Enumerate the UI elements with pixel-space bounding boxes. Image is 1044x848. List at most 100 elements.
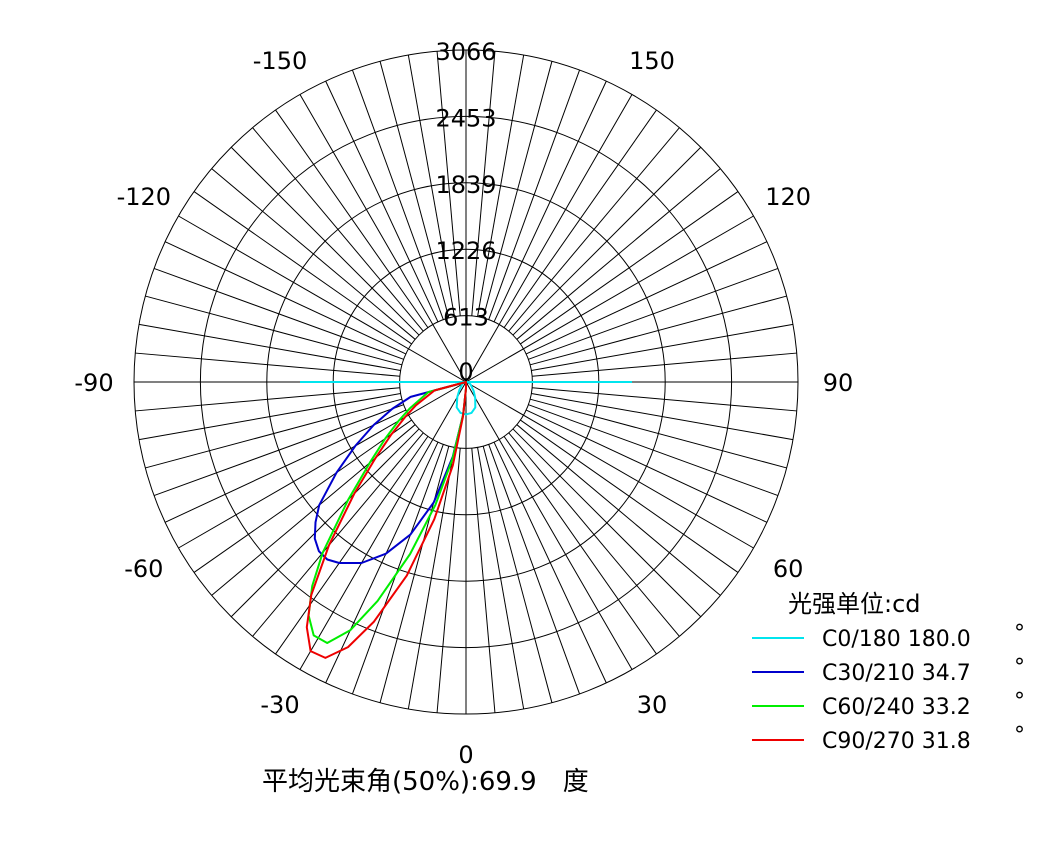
grid-spoke-major (465, 381, 754, 549)
grid-spoke (351, 69, 444, 320)
legend-label: C60/240 33.2 (822, 695, 971, 720)
grid-spoke (230, 146, 420, 336)
grid-spoke-major (178, 215, 467, 383)
grid-spoke-major (465, 215, 754, 383)
angle-label: 150 (629, 47, 675, 75)
legend-label: C90/270 31.8 (822, 729, 971, 754)
grid-spoke (211, 424, 416, 596)
grid-spoke-major (299, 381, 467, 670)
grid-spoke (252, 127, 424, 332)
grid-spoke (193, 191, 412, 345)
grid-spoke (153, 267, 404, 360)
beam-angle-footer: 平均光束角(50%):69.9 度 (262, 767, 589, 797)
grid-spoke (532, 352, 797, 377)
legend: 光强单位:cd C0/180 180.0 ° C30/210 34.7 ° C60/24… (752, 590, 1025, 754)
grid-spoke-major (465, 381, 633, 670)
angle-label: -150 (253, 47, 307, 75)
grid-spoke (532, 387, 797, 412)
legend-unit: ° (1014, 621, 1025, 646)
grid-spoke (525, 241, 768, 355)
angle-label: 60 (773, 555, 804, 583)
grid-spoke-major (178, 381, 467, 549)
grid-spoke (275, 109, 429, 328)
grid-spoke (477, 447, 525, 710)
grid-spoke (164, 241, 407, 355)
grid-spoke (211, 168, 416, 340)
grid-spoke-major (299, 94, 467, 383)
legend-unit: ° (1014, 689, 1025, 714)
legend-unit: ° (1014, 655, 1025, 680)
grid-spoke (516, 424, 721, 596)
grid-spoke (482, 446, 553, 703)
grid-spoke (477, 54, 525, 317)
grid-spoke (135, 387, 400, 412)
grid-spoke (138, 393, 401, 441)
grid-spoke (482, 61, 553, 318)
grid-spoke (503, 109, 657, 328)
angle-label: -60 (124, 555, 163, 583)
grid-spoke (530, 398, 787, 469)
grid-spoke (471, 448, 496, 713)
grid-spoke (488, 69, 581, 320)
grid-spoke (145, 295, 402, 366)
grid-spoke (528, 404, 779, 497)
grid-spoke (145, 398, 402, 469)
grid-spoke-major (465, 94, 633, 383)
series-curve (455, 381, 477, 416)
grid-spoke (407, 447, 455, 710)
grid-spoke (508, 127, 680, 332)
angle-label: -120 (117, 183, 171, 211)
grid-spoke (135, 352, 400, 377)
grid-spoke (164, 409, 407, 523)
grid-spoke (436, 448, 461, 713)
grid-spoke (530, 295, 787, 366)
angle-label: 30 (637, 691, 668, 719)
grid-spoke (525, 409, 768, 523)
legend-title: 光强单位:cd (788, 590, 921, 618)
radial-tick-label: 613 (443, 304, 489, 332)
grid-spoke (407, 54, 455, 317)
grid-spoke (512, 146, 702, 336)
grid-spoke (531, 323, 794, 371)
grid-spoke (503, 436, 657, 655)
legend-label: C0/180 180.0 (822, 627, 971, 652)
legend-unit: ° (1014, 723, 1025, 748)
radial-tick-label: 2453 (435, 104, 496, 132)
grid-spoke (520, 419, 739, 573)
grid-spoke (508, 432, 680, 637)
grid-spoke (436, 51, 461, 316)
radial-tick-label: 0 (458, 358, 473, 386)
angle-label: 0 (458, 741, 473, 769)
angle-label: -90 (74, 369, 113, 397)
grid-spoke (493, 441, 607, 684)
grid-spoke (325, 441, 439, 684)
grid-spoke (531, 393, 794, 441)
grid-spoke (138, 323, 401, 371)
grid-spoke (230, 428, 420, 618)
grid-spoke (325, 80, 439, 323)
grid-spoke (488, 444, 581, 695)
grid-spoke (471, 51, 496, 316)
angle-label: 90 (823, 369, 854, 397)
grid-spoke (153, 404, 404, 497)
intensity-curves (300, 381, 632, 659)
angle-label: -30 (260, 691, 299, 719)
series-curve (305, 381, 467, 659)
grid-spoke (252, 432, 424, 637)
grid-spoke (379, 446, 450, 703)
grid-spoke (520, 191, 739, 345)
series-curve (307, 381, 467, 644)
grid-spoke (193, 419, 412, 573)
grid-spoke (351, 444, 444, 695)
radial-tick-label: 3066 (435, 38, 496, 66)
grid-spoke (516, 168, 721, 340)
radial-tick-label: 1839 (435, 171, 496, 199)
angle-label: 120 (765, 183, 811, 211)
radial-tick-label: 1226 (435, 237, 496, 265)
grid-spoke (528, 267, 779, 360)
grid-spoke (493, 80, 607, 323)
polar-grid (133, 49, 799, 715)
legend-label: C30/210 34.7 (822, 661, 971, 686)
grid-spoke (275, 436, 429, 655)
